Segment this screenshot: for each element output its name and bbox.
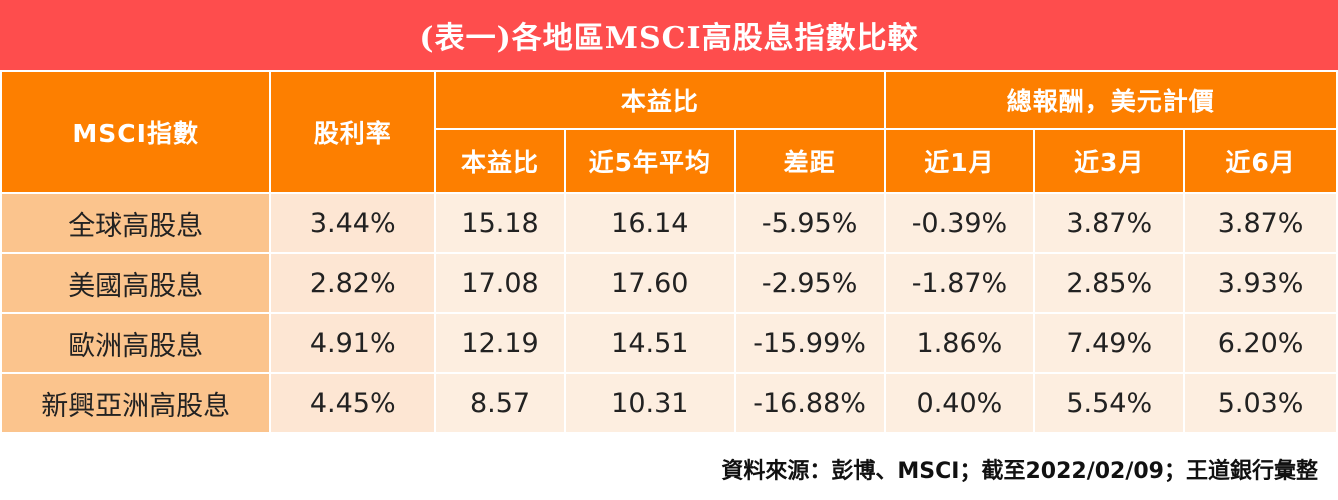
source-note: 資料來源：彭博、MSCI；截至2022/02/09；王道銀行彙整: [721, 459, 1318, 484]
header-return-6m: 近6月: [1183, 128, 1338, 194]
gap-cell: -16.88%: [733, 372, 886, 434]
header-pe-group: 本益比: [434, 70, 886, 130]
return-6m-cell: 6.20%: [1183, 312, 1338, 374]
pe-5y-cell: 16.14: [563, 192, 736, 254]
header-pe-5y-avg: 近5年平均: [563, 128, 736, 194]
pe-cell: 8.57: [434, 372, 566, 434]
yield-cell: 3.44%: [269, 192, 437, 254]
return-1m-cell: -1.87%: [883, 252, 1036, 314]
table-row: 新興亞洲高股息 4.45% 8.57 10.31 -16.88% 0.40% 5…: [0, 372, 1338, 434]
return-3m-cell: 2.85%: [1033, 252, 1186, 314]
return-1m-cell: 1.86%: [883, 312, 1036, 374]
gap-cell: -5.95%: [733, 192, 886, 254]
return-3m-cell: 7.49%: [1033, 312, 1186, 374]
gap-cell: -15.99%: [733, 312, 886, 374]
pe-cell: 17.08: [434, 252, 566, 314]
row-name: 歐洲高股息: [0, 312, 272, 374]
return-6m-cell: 3.93%: [1183, 252, 1338, 314]
header-return-1m: 近1月: [883, 128, 1036, 194]
yield-cell: 2.82%: [269, 252, 437, 314]
yield-cell: 4.45%: [269, 372, 437, 434]
pe-5y-cell: 17.60: [563, 252, 736, 314]
gap-cell: -2.95%: [733, 252, 886, 314]
pe-cell: 15.18: [434, 192, 566, 254]
return-3m-cell: 5.54%: [1033, 372, 1186, 434]
row-name: 新興亞洲高股息: [0, 372, 272, 434]
msci-comparison-table: MSCI指數 股利率 本益比 總報酬，美元計價 本益比 近5年平均 差距 近1月…: [0, 70, 1338, 434]
table-row: 美國高股息 2.82% 17.08 17.60 -2.95% -1.87% 2.…: [0, 252, 1338, 314]
header-return-3m: 近3月: [1033, 128, 1186, 194]
table-row: 全球高股息 3.44% 15.18 16.14 -5.95% -0.39% 3.…: [0, 192, 1338, 254]
return-1m-cell: 0.40%: [883, 372, 1036, 434]
return-6m-cell: 5.03%: [1183, 372, 1338, 434]
table-row: 歐洲高股息 4.91% 12.19 14.51 -15.99% 1.86% 7.…: [0, 312, 1338, 374]
pe-cell: 12.19: [434, 312, 566, 374]
header-pe: 本益比: [434, 128, 566, 194]
header-pe-gap: 差距: [733, 128, 886, 194]
header-return-group: 總報酬，美元計價: [883, 70, 1338, 130]
pe-5y-cell: 14.51: [563, 312, 736, 374]
header-yield: 股利率: [269, 70, 437, 194]
return-1m-cell: -0.39%: [883, 192, 1036, 254]
table-title: (表一)各地區MSCI高股息指數比較: [0, 0, 1338, 70]
pe-5y-cell: 10.31: [563, 372, 736, 434]
row-name: 全球高股息: [0, 192, 272, 254]
row-name: 美國高股息: [0, 252, 272, 314]
return-3m-cell: 3.87%: [1033, 192, 1186, 254]
return-6m-cell: 3.87%: [1183, 192, 1338, 254]
yield-cell: 4.91%: [269, 312, 437, 374]
header-index: MSCI指數: [0, 70, 272, 194]
